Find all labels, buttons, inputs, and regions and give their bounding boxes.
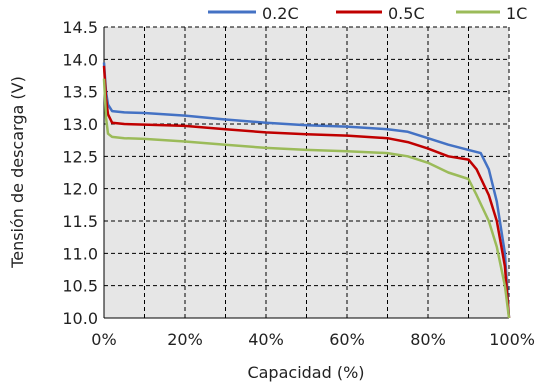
y-tick-label: 11.0 xyxy=(62,244,98,263)
y-tick-label: 11.5 xyxy=(62,212,98,231)
y-tick-label: 12.5 xyxy=(62,147,98,166)
y-tick-label: 13.0 xyxy=(62,115,98,134)
y-tick-labels: 10.0 10.5 11.0 11.5 12.0 12.5 13.0 13.5 14.0 14.5 xyxy=(62,18,98,328)
y-tick-label: 14.5 xyxy=(62,18,98,37)
grid-lines xyxy=(104,26,510,318)
plot-area xyxy=(104,27,509,318)
x-tick-label: 40% xyxy=(248,330,284,349)
series-line-1 xyxy=(102,62,511,319)
y-tick-label: 14.0 xyxy=(62,50,98,69)
series-line-3 xyxy=(102,78,511,319)
series-lines xyxy=(102,62,511,319)
y-tick-label: 13.5 xyxy=(62,83,98,102)
y-tick-label: 12.0 xyxy=(62,180,98,199)
x-tick-label: 0% xyxy=(91,330,116,349)
x-axis-label: Capacidad (%) xyxy=(247,363,364,382)
legend-label: 0.2C xyxy=(262,4,299,23)
x-tick-label: 80% xyxy=(410,330,446,349)
y-axis-label: Tensión de descarga (V) xyxy=(8,76,27,269)
series-line-2 xyxy=(102,65,511,319)
x-tick-label: 60% xyxy=(329,330,365,349)
y-tick-label: 10.0 xyxy=(62,309,98,328)
x-tick-labels: 0% 20% 40% 60% 80% 100% xyxy=(91,330,535,349)
x-tick-label: 20% xyxy=(167,330,203,349)
legend-label: 1C xyxy=(506,4,527,23)
x-tick-label: 100% xyxy=(489,330,535,349)
legend-label: 0.5C xyxy=(388,4,425,23)
y-tick-label: 10.5 xyxy=(62,277,98,296)
legend: 0.2C 0.5C 1C xyxy=(208,4,527,23)
